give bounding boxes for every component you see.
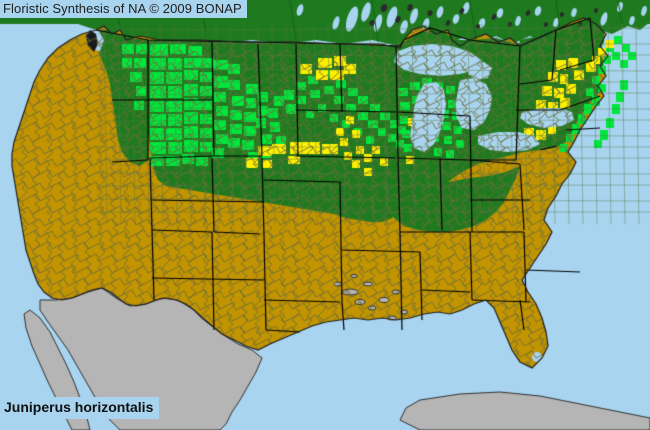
map-title-text: Floristic Synthesis of NA © 2009 BONAP [3, 1, 242, 16]
species-name-text: Juniperus horizontalis [4, 399, 154, 415]
map-title-banner: Floristic Synthesis of NA © 2009 BONAP [0, 0, 247, 18]
species-name-banner: Juniperus horizontalis [0, 397, 160, 419]
